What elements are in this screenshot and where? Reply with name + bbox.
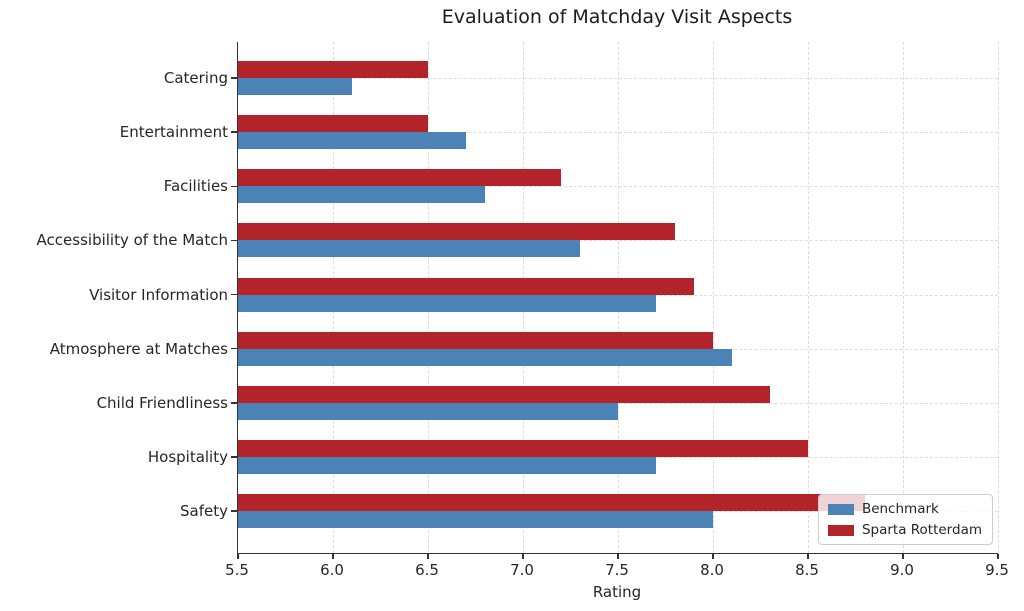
x-tick-label: 9.5 [985,561,1009,579]
benchmark-color-swatch [827,503,854,515]
legend-item-benchmark: Benchmark [827,501,982,517]
x-tick-label: 7.0 [510,561,534,579]
bar-benchmark-catering [238,78,352,95]
y-tick-mark [231,456,237,458]
bar-sparta-rotterdam-entertainment [238,115,428,133]
x-tick-label: 7.5 [605,561,629,579]
x-tick-mark [427,554,429,559]
bar-sparta-rotterdam-atmosphere-at-matches [238,331,713,349]
x-tick-label: 6.0 [320,561,344,579]
bar-sparta-rotterdam-facilities [238,169,561,187]
bar-benchmark-hospitality [238,456,656,474]
bar-sparta-rotterdam-visitor-information [238,277,694,295]
bar-benchmark-entertainment [238,132,466,150]
y-tick-label: Hospitality [147,447,228,466]
y-tick-mark [231,131,237,133]
bar-benchmark-visitor-information [238,294,656,312]
x-tick-label: 5.5 [225,561,249,579]
bar-benchmark-child-friendliness [238,402,618,420]
bar-sparta-rotterdam-accessibility-of-the-match [238,223,675,241]
x-gridline [903,42,904,553]
y-tick-mark [231,402,237,404]
y-tick-label: Safety [180,502,228,520]
y-gridline [238,132,998,134]
y-tick-label: Facilities [163,177,228,196]
legend-label-benchmark: Benchmark [861,501,939,517]
x-tick-label: 8.5 [795,561,819,579]
x-tick-mark [237,554,239,559]
y-tick-label: Child Friendliness [96,393,228,412]
legend-item-sparta-rotterdam: Sparta Rotterdam [827,522,982,538]
y-gridline [238,78,998,79]
y-gridline [238,402,998,404]
bar-benchmark-accessibility-of-the-match [238,240,580,258]
x-tick-mark [712,554,714,559]
bar-benchmark-facilities [238,186,485,204]
x-tick-label: 9.0 [890,561,914,579]
x-gridline [713,42,714,553]
x-tick-label: 6.5 [415,561,439,579]
bar-benchmark-safety [238,511,713,528]
y-tick-label: Catering [163,69,228,87]
legend: Benchmark Sparta Rotterdam [817,494,993,545]
y-tick-mark [231,185,237,187]
bar-sparta-rotterdam-hospitality [238,439,808,457]
y-tick-mark [231,77,237,79]
x-axis-label: Rating [592,583,642,601]
x-gridline [808,42,809,553]
x-tick-mark [617,554,619,559]
x-tick-mark [807,554,809,559]
sparta-rotterdam-color-swatch [827,524,854,536]
y-tick-label: Atmosphere at Matches [49,339,228,358]
y-tick-label: Visitor Information [89,285,228,304]
y-tick-mark [231,510,237,512]
bar-sparta-rotterdam-catering [238,61,428,78]
x-tick-mark [332,554,334,559]
x-gridline [998,42,999,553]
chart-title: Evaluation of Matchday Visit Aspects [441,6,793,28]
y-tick-mark [231,347,237,350]
x-tick-mark [522,554,524,559]
bar-sparta-rotterdam-safety [238,494,865,511]
x-tick-label: 8.0 [700,561,724,579]
y-tick-mark [231,239,237,242]
y-tick-mark [231,293,237,296]
legend-label-sparta-rotterdam: Sparta Rotterdam [861,522,982,538]
x-tick-mark [997,554,999,559]
y-gridline [238,186,998,188]
plot-area: Benchmark Sparta Rotterdam [237,42,999,554]
bar-benchmark-atmosphere-at-matches [238,348,732,366]
x-tick-mark [902,554,904,559]
bar-sparta-rotterdam-child-friendliness [238,385,770,403]
y-gridline [238,240,998,242]
y-tick-label: Entertainment [119,123,228,142]
y-tick-label: Accessibility of the Match [36,231,228,250]
